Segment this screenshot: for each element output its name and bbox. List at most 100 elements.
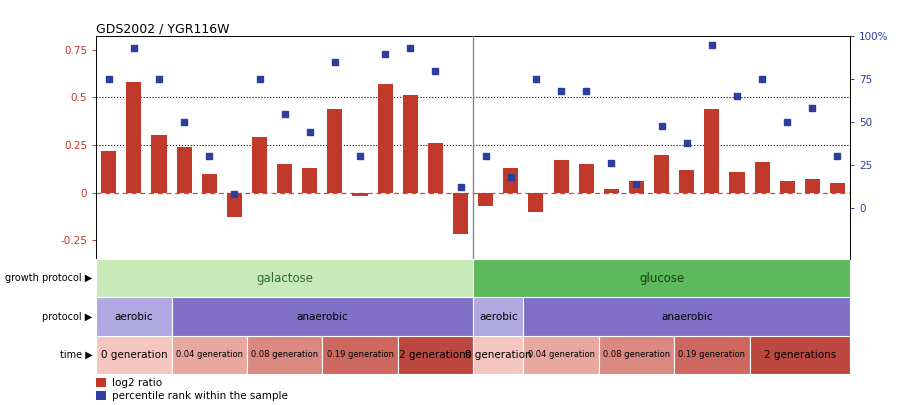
Bar: [749, 336, 850, 374]
Bar: [377, 84, 393, 193]
Bar: [579, 164, 594, 193]
Point: [604, 160, 618, 166]
Point: [780, 119, 794, 126]
Point: [227, 191, 242, 198]
Bar: [403, 96, 418, 193]
Point: [428, 68, 442, 74]
Bar: [679, 170, 694, 193]
Bar: [523, 336, 599, 374]
Point: [278, 111, 292, 117]
Point: [554, 88, 569, 94]
Point: [830, 153, 845, 160]
Bar: [353, 193, 367, 196]
Point: [704, 42, 719, 48]
Point: [579, 88, 594, 94]
Bar: [327, 109, 343, 193]
Bar: [151, 135, 167, 193]
Text: 0.08 generation: 0.08 generation: [251, 350, 318, 359]
Text: percentile rank within the sample: percentile rank within the sample: [112, 391, 288, 401]
Point: [252, 76, 267, 83]
Bar: [473, 336, 523, 374]
Point: [453, 184, 468, 191]
Bar: [96, 391, 106, 400]
Point: [102, 76, 116, 83]
Bar: [503, 168, 518, 193]
Point: [478, 153, 493, 160]
Point: [504, 174, 518, 180]
Point: [152, 76, 167, 83]
Bar: [674, 336, 749, 374]
Text: 0.19 generation: 0.19 generation: [679, 350, 746, 359]
Point: [202, 153, 216, 160]
Bar: [553, 160, 569, 193]
Bar: [171, 336, 247, 374]
Bar: [96, 336, 171, 374]
Point: [805, 105, 820, 112]
Bar: [473, 259, 850, 297]
Bar: [654, 154, 669, 193]
Text: galactose: galactose: [256, 272, 313, 285]
Point: [755, 76, 769, 83]
Bar: [252, 137, 267, 193]
Point: [730, 93, 745, 100]
Text: aerobic: aerobic: [114, 311, 153, 322]
Text: 2 generations: 2 generations: [399, 350, 472, 360]
Text: log2 ratio: log2 ratio: [112, 377, 162, 388]
Bar: [805, 179, 820, 193]
Point: [654, 122, 669, 129]
Point: [353, 153, 367, 160]
Bar: [453, 193, 468, 234]
Text: glucose: glucose: [639, 272, 684, 285]
Text: protocol ▶: protocol ▶: [42, 311, 93, 322]
Text: 0 generation: 0 generation: [101, 350, 168, 360]
Text: 0.04 generation: 0.04 generation: [176, 350, 243, 359]
Text: growth protocol ▶: growth protocol ▶: [5, 273, 93, 283]
Bar: [302, 168, 317, 193]
Bar: [398, 336, 473, 374]
Point: [302, 129, 317, 136]
Bar: [428, 143, 443, 193]
Point: [126, 45, 141, 52]
Point: [377, 50, 392, 57]
Text: 0 generation: 0 generation: [465, 350, 531, 360]
Point: [680, 140, 694, 146]
Bar: [227, 193, 242, 217]
Bar: [202, 174, 217, 193]
Text: 0.19 generation: 0.19 generation: [326, 350, 394, 359]
Text: anaerobic: anaerobic: [661, 311, 713, 322]
Bar: [729, 172, 745, 193]
Bar: [604, 189, 619, 193]
Bar: [126, 82, 141, 193]
Bar: [101, 151, 116, 193]
Bar: [755, 162, 769, 193]
Bar: [96, 377, 106, 387]
Text: 2 generations: 2 generations: [764, 350, 836, 360]
Bar: [177, 147, 191, 193]
Point: [328, 59, 343, 66]
Bar: [96, 297, 171, 336]
Bar: [830, 183, 845, 193]
Bar: [599, 336, 674, 374]
Bar: [322, 336, 398, 374]
Bar: [171, 297, 473, 336]
Text: GDS2002 / YGR116W: GDS2002 / YGR116W: [96, 22, 230, 35]
Bar: [523, 297, 850, 336]
Bar: [629, 181, 644, 193]
Bar: [780, 181, 795, 193]
Bar: [478, 193, 493, 206]
Text: anaerobic: anaerobic: [297, 311, 348, 322]
Text: aerobic: aerobic: [479, 311, 518, 322]
Text: 0.08 generation: 0.08 generation: [603, 350, 670, 359]
Bar: [473, 297, 523, 336]
Point: [529, 76, 543, 83]
Bar: [278, 164, 292, 193]
Bar: [704, 109, 719, 193]
Bar: [529, 193, 543, 212]
Point: [629, 181, 644, 187]
Bar: [96, 259, 473, 297]
Bar: [247, 336, 322, 374]
Point: [403, 45, 418, 52]
Point: [177, 119, 191, 126]
Text: 0.04 generation: 0.04 generation: [528, 350, 594, 359]
Text: time ▶: time ▶: [60, 350, 93, 360]
